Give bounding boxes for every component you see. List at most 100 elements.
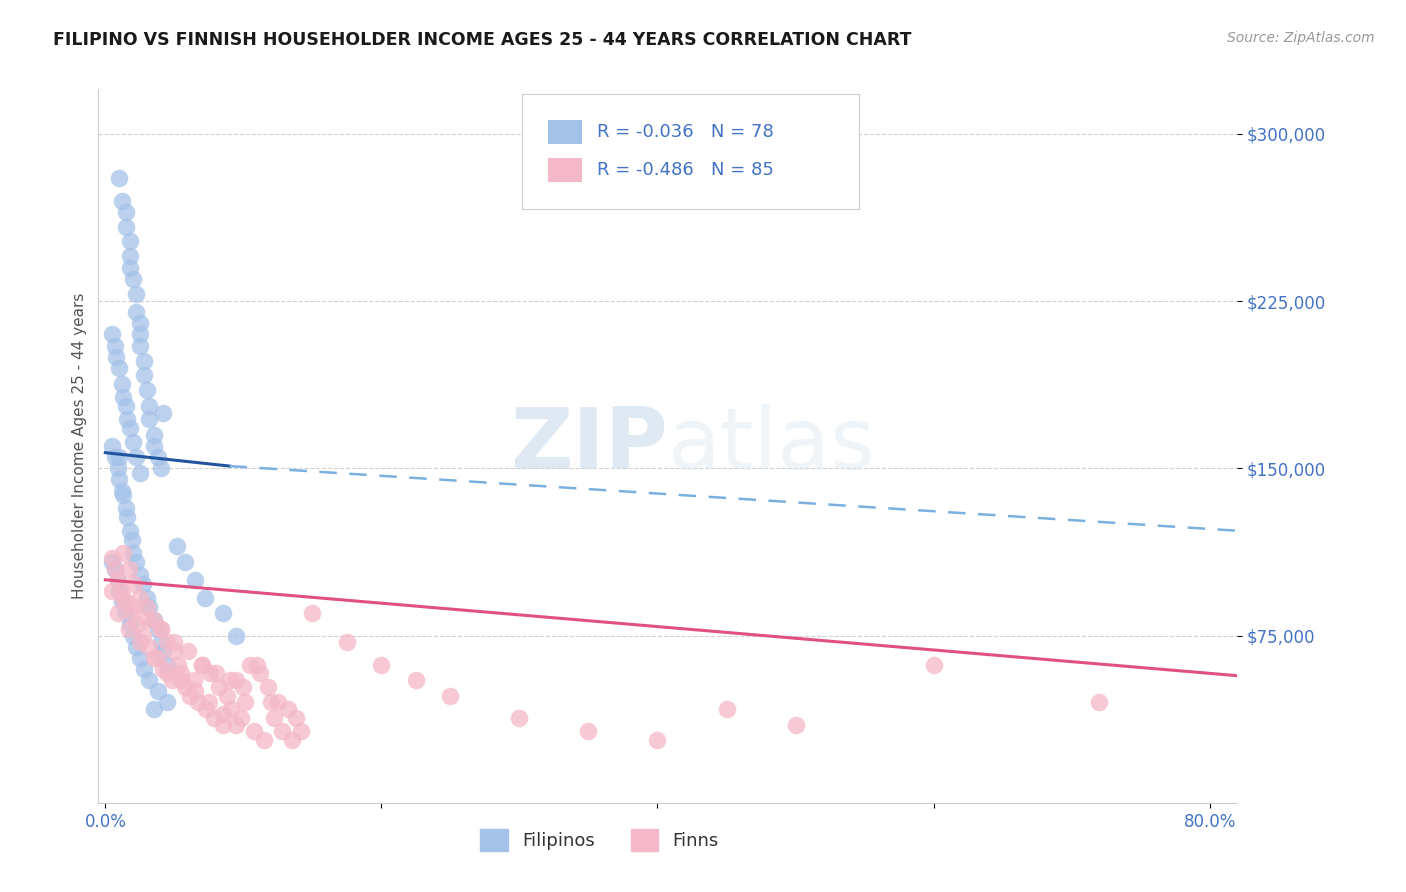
Point [177, 644, 200, 658]
Point [138, 399, 160, 413]
Point [211, 706, 233, 721]
Point [152, 405, 174, 419]
Point [271, 724, 294, 739]
Point [120, 421, 142, 435]
Point [118, 562, 141, 576]
FancyBboxPatch shape [522, 95, 859, 209]
Point [125, 287, 148, 301]
Point [107, 573, 129, 587]
Point [146, 622, 169, 636]
Point [125, 305, 148, 319]
Point [142, 613, 165, 627]
Point [146, 450, 169, 464]
Point [218, 673, 240, 687]
Point [132, 662, 155, 676]
Point [246, 657, 269, 672]
Point [125, 450, 148, 464]
Point [115, 399, 138, 413]
Point [135, 591, 157, 605]
Point [125, 640, 148, 654]
Legend: Filipinos, Finns: Filipinos, Finns [474, 822, 725, 858]
Point [128, 651, 150, 665]
Point [142, 702, 165, 716]
Point [107, 461, 129, 475]
Point [174, 680, 197, 694]
Point [207, 680, 229, 694]
Point [257, 680, 280, 694]
Point [138, 640, 160, 654]
Point [115, 607, 138, 621]
Point [142, 427, 165, 442]
Point [204, 666, 226, 681]
Point [146, 651, 169, 665]
Point [211, 607, 233, 621]
Point [152, 644, 174, 658]
Point [101, 327, 124, 342]
Point [135, 383, 157, 397]
Text: Source: ZipAtlas.com: Source: ZipAtlas.com [1227, 31, 1375, 45]
Point [336, 635, 359, 649]
Point [135, 613, 157, 627]
Point [101, 550, 124, 565]
Point [174, 555, 197, 569]
Point [120, 234, 142, 248]
Point [122, 434, 145, 449]
Point [439, 689, 461, 703]
Point [120, 249, 142, 264]
Point [112, 546, 135, 560]
Point [128, 338, 150, 352]
Point [115, 595, 138, 609]
Point [125, 617, 148, 632]
Point [284, 711, 307, 725]
Point [156, 657, 179, 672]
Point [128, 327, 150, 342]
Point [131, 628, 153, 642]
Point [260, 696, 283, 710]
Point [138, 599, 160, 614]
Point [142, 613, 165, 627]
Point [107, 573, 129, 587]
Point [191, 657, 214, 672]
Point [111, 376, 134, 391]
Point [184, 573, 207, 587]
Point [117, 412, 139, 426]
Point [183, 673, 205, 687]
Point [267, 696, 290, 710]
Point [132, 354, 155, 368]
Point [716, 702, 738, 716]
Point [115, 204, 138, 219]
Point [101, 583, 124, 598]
Point [170, 666, 193, 681]
Point [405, 673, 427, 687]
Point [110, 583, 132, 598]
Point [124, 599, 146, 614]
Point [149, 622, 172, 636]
Point [578, 724, 600, 739]
Point [138, 673, 160, 687]
Point [149, 622, 172, 636]
Point [225, 673, 247, 687]
Point [152, 662, 174, 676]
Point [120, 617, 142, 632]
Point [184, 684, 207, 698]
Point [191, 657, 214, 672]
Point [156, 666, 179, 681]
Point [120, 260, 142, 275]
Point [135, 599, 157, 614]
Point [163, 635, 186, 649]
Point [125, 555, 148, 569]
Point [922, 657, 945, 672]
Point [118, 622, 141, 636]
Point [198, 696, 221, 710]
Point [104, 450, 127, 464]
Point [232, 680, 254, 694]
Point [111, 194, 134, 208]
Point [280, 733, 302, 747]
Point [194, 591, 217, 605]
Point [121, 533, 143, 547]
Point [160, 673, 183, 687]
Point [149, 635, 172, 649]
Point [263, 711, 285, 725]
Text: FILIPINO VS FINNISH HOUSEHOLDER INCOME AGES 25 - 44 YEARS CORRELATION CHART: FILIPINO VS FINNISH HOUSEHOLDER INCOME A… [53, 31, 912, 49]
Point [167, 657, 190, 672]
